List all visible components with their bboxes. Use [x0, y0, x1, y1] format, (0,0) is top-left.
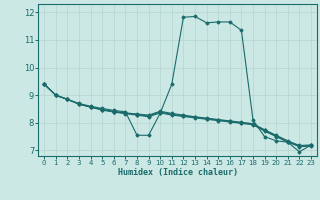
X-axis label: Humidex (Indice chaleur): Humidex (Indice chaleur)	[118, 168, 238, 177]
